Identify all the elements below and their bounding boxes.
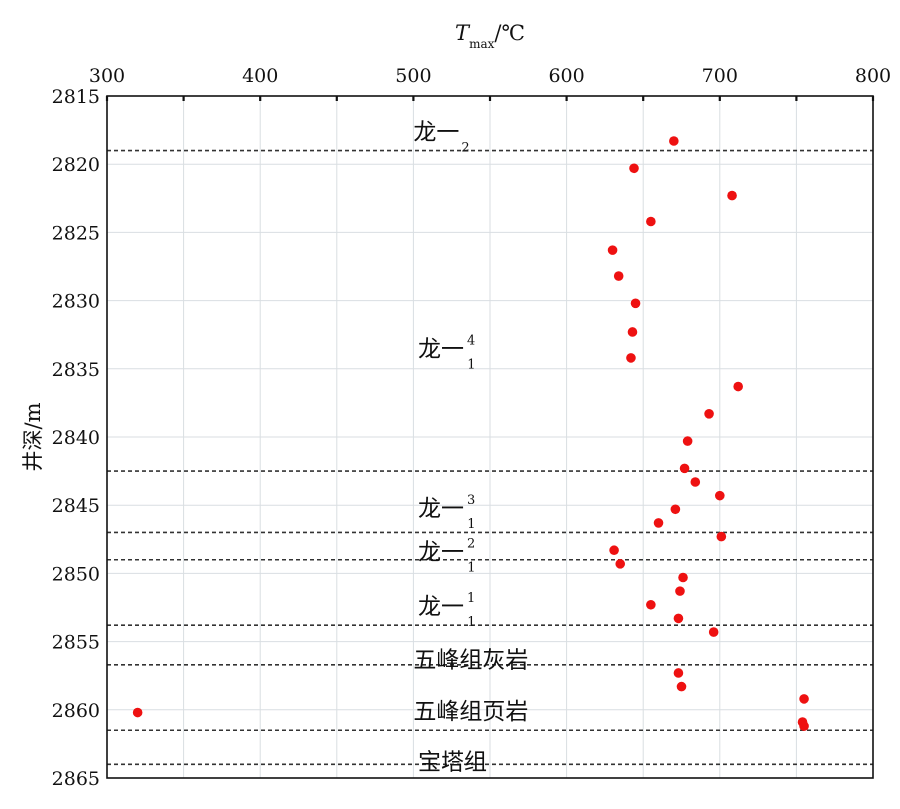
y-tick-label: 2815 — [52, 86, 100, 108]
y-tick-label: 2850 — [52, 563, 100, 585]
formation-label: 龙一 2 1 — [418, 537, 476, 576]
x-tick-label: 300 — [89, 65, 125, 87]
data-point — [682, 436, 693, 446]
x-tick-label: 500 — [395, 65, 431, 87]
data-point — [715, 490, 725, 501]
data-point — [626, 353, 636, 363]
data-point — [673, 668, 684, 678]
y-tick-label: 2845 — [52, 495, 100, 517]
formation-label: 龙一 1 1 — [418, 591, 476, 630]
data-point — [646, 216, 656, 227]
y-tick-label: 2830 — [52, 291, 100, 313]
x-tick-label: 400 — [242, 65, 278, 87]
formation-label: 龙一 3 1 — [418, 493, 476, 532]
data-point — [727, 190, 737, 201]
data-point — [690, 477, 701, 487]
data-point — [678, 572, 688, 583]
x-tick-label: 800 — [855, 65, 891, 87]
y-axis-title: 井深/m — [21, 402, 45, 471]
y-tick-labels: 2815 2820 2825 2830 2835 2840 2845 2850 2855 2860… — [52, 86, 100, 790]
data-point — [653, 518, 664, 528]
data-point — [627, 327, 638, 337]
y-tick-label: 2825 — [52, 222, 100, 244]
data-point — [679, 463, 690, 474]
formation-label: 龙一2 — [413, 119, 469, 155]
data-point — [716, 531, 727, 542]
data-point — [607, 245, 618, 255]
formation-label: 宝塔组 — [418, 750, 487, 776]
y-tick-label: 2820 — [52, 154, 100, 176]
data-point — [704, 409, 714, 419]
formation-label: 五峰组灰岩 — [413, 647, 528, 673]
formation-label: 五峰组页岩 — [413, 699, 528, 725]
y-tick-label: 2865 — [52, 768, 100, 790]
y-tick-label: 2855 — [52, 632, 100, 654]
x-tick-label: 700 — [702, 65, 738, 87]
y-tick-label: 2860 — [52, 700, 100, 722]
formation-label: 龙一 4 1 — [418, 333, 476, 372]
data-point — [630, 298, 641, 309]
data-point — [708, 627, 719, 637]
data-point — [676, 681, 687, 692]
data-point — [675, 586, 685, 596]
x-tick-labels: 300 400 500 600 700 800 — [89, 65, 891, 87]
formation-boundaries — [107, 149, 873, 766]
data-point — [799, 721, 809, 731]
data-point — [799, 694, 809, 704]
x-axis-title: Tmax/℃ — [455, 21, 525, 51]
data-point — [670, 504, 681, 515]
data-point — [669, 136, 679, 146]
data-point — [132, 707, 143, 718]
y-tick-label: 2835 — [52, 359, 100, 381]
grid — [106, 95, 874, 779]
data-point — [629, 163, 639, 174]
x-tick-label: 600 — [548, 65, 584, 87]
data-point — [615, 559, 626, 569]
data-point — [646, 599, 656, 610]
data-point — [609, 545, 619, 556]
data-point — [733, 381, 743, 392]
axis-ticks — [105, 96, 875, 101]
data-point — [673, 613, 684, 624]
data-points — [132, 136, 809, 731]
y-tick-label: 2840 — [52, 427, 100, 449]
data-point — [613, 271, 624, 281]
